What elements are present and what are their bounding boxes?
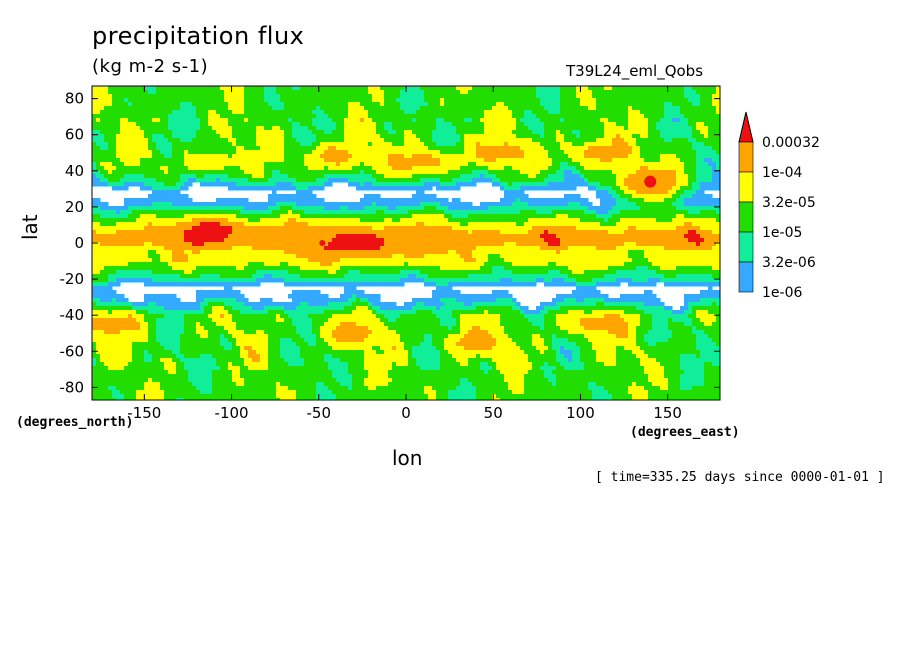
hotspot-mark [211, 227, 218, 234]
y-tick-label: 60 [65, 126, 84, 144]
run-label: T39L24_eml_Qobs [566, 62, 704, 80]
hotspot-mark [319, 240, 326, 246]
precip-field [92, 86, 720, 400]
hotspot-mark [644, 175, 657, 188]
axes: -150 -100 -50 0 50 100 150 80 60 40 20 0 -20 -40 -60 -8… [60, 86, 720, 422]
x-tick-label: -150 [127, 404, 161, 422]
y-tick-label: -60 [60, 342, 85, 360]
colorbar: 0.00032 1e-04 3.2e-05 1e-05 3.2e-06 1e-06 [738, 111, 820, 301]
x-tick-label: 100 [566, 404, 595, 422]
x-tick-label: 150 [653, 404, 682, 422]
chart-title: precipitation flux [92, 22, 305, 50]
colorbar-segment [738, 171, 754, 203]
x-tick-label: -50 [307, 404, 332, 422]
colorbar-arrow [738, 111, 754, 143]
x-tick-label: 50 [484, 404, 503, 422]
colorbar-label: 0.00032 [762, 135, 820, 151]
colorbar-segment [738, 141, 754, 173]
y-tick-label: 0 [74, 234, 84, 252]
colorbar-label: 1e-06 [762, 285, 802, 301]
x-tick-label: 0 [401, 404, 411, 422]
colorbar-segment [738, 261, 754, 293]
x-tick-label: -100 [215, 404, 249, 422]
colorbar-label: 3.2e-05 [762, 195, 816, 211]
chart-units: (kg m-2 s-1) [92, 56, 209, 77]
colorbar-label: 1e-04 [762, 165, 802, 181]
colorbar-segment [738, 201, 754, 233]
y-tick-label: -80 [60, 378, 85, 396]
y-tick-label: -20 [60, 270, 85, 288]
y-tick-label: 20 [65, 198, 84, 216]
y-tick-label: -40 [60, 306, 85, 324]
colorbar-label: 1e-05 [762, 225, 802, 241]
y-tick-label: 80 [65, 90, 84, 108]
y-axis-title: lat [18, 214, 42, 240]
x-axis-unit: (degrees_east) [630, 425, 740, 440]
colorbar-segment [738, 231, 754, 263]
y-axis-unit: (degrees_north) [16, 415, 134, 430]
time-label: [ time=335.25 days since 0000-01-01 ] [595, 470, 885, 485]
hotspot-mark [365, 237, 378, 249]
y-tick-label: 40 [65, 162, 84, 180]
colorbar-label: 3.2e-06 [762, 255, 816, 271]
x-axis-title: lon [392, 446, 423, 470]
